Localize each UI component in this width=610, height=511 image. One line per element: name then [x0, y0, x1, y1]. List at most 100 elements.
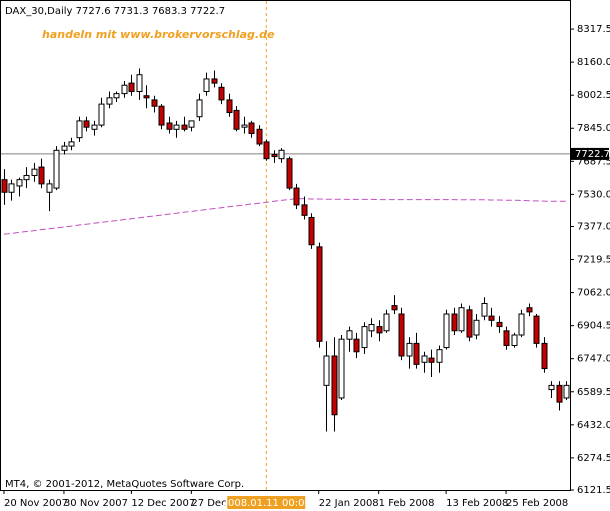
candle-body	[346, 330, 353, 340]
candle-body	[541, 342, 548, 370]
candle-body	[31, 168, 38, 176]
candle-body	[233, 109, 240, 130]
y-tick-label: 7377.0	[577, 221, 610, 232]
candle-body	[286, 158, 293, 189]
candle-body	[91, 124, 98, 130]
candle-body	[263, 141, 270, 160]
candle-body	[451, 313, 458, 332]
candle-body	[158, 105, 165, 126]
candle-body	[383, 313, 390, 332]
crosshair-date-label: 2008.01.11 00:00	[222, 498, 311, 509]
x-tick-label: 30 Nov 2007	[64, 498, 128, 509]
y-tick-label: 7687.5	[577, 156, 610, 167]
candle-body	[38, 166, 45, 185]
candle-body	[436, 349, 443, 363]
x-tick-label: 13 Feb 2008	[446, 498, 508, 509]
y-tick-label: 6274.5	[577, 453, 610, 464]
current-price-label: 7722.7	[575, 149, 610, 160]
x-tick-label: 12 Dec 2007	[131, 498, 195, 509]
candle-body	[98, 103, 105, 126]
candle-body	[488, 315, 495, 321]
candle-body	[218, 86, 225, 101]
candle-body	[76, 120, 83, 139]
candle-body	[443, 313, 450, 349]
candle-body	[143, 95, 150, 99]
candle-body	[526, 307, 533, 313]
candle-body	[226, 99, 233, 114]
candle-body	[511, 334, 518, 346]
candle-body	[53, 149, 60, 189]
candle-body	[496, 321, 503, 328]
y-tick-label: 8160.0	[577, 57, 610, 68]
moving-average	[3, 198, 566, 235]
candle-body	[301, 204, 308, 216]
y-tick-label: 7219.5	[577, 255, 610, 266]
y-tick-label: 6747.0	[577, 354, 610, 365]
candle-body	[458, 307, 465, 332]
candle-body	[556, 384, 563, 403]
y-tick-label: 8317.5	[577, 24, 610, 35]
candle-body	[128, 82, 135, 93]
x-tick-label: 20 Nov 2007	[4, 498, 68, 509]
candle-body	[563, 384, 570, 399]
y-tick-label: 8002.5	[577, 90, 610, 101]
candle-body	[68, 141, 75, 147]
candle-body	[166, 122, 173, 130]
crosshair-date-box	[227, 496, 306, 509]
candle-body	[61, 145, 68, 151]
candle-body	[353, 338, 360, 353]
y-tick-label: 6904.5	[577, 321, 610, 332]
candle-body	[406, 342, 413, 357]
candle-body	[398, 313, 405, 357]
x-tick-label: 1 Feb 2008	[379, 498, 435, 509]
watermark: handeln mit www.brokervorschlag.de	[42, 28, 275, 41]
candle-body	[16, 179, 23, 187]
candle-body	[121, 84, 128, 95]
y-tick-label: 7530.0	[577, 189, 610, 200]
candle-body	[323, 355, 330, 386]
candle-body	[136, 74, 143, 93]
candle-body	[308, 216, 315, 246]
copyright: MT4, © 2001-2012, MetaQuotes Software Co…	[5, 479, 244, 490]
candle-body	[8, 183, 15, 193]
candle-body	[211, 78, 218, 84]
candle-body	[473, 319, 480, 336]
candle-body	[533, 315, 540, 344]
candle-body	[181, 124, 188, 130]
y-tick-label: 7062.0	[577, 288, 610, 299]
candle-body	[241, 124, 248, 128]
current-price-box	[571, 147, 609, 160]
x-tick-label: 25 Feb 2008	[506, 498, 568, 509]
candle-body	[278, 149, 285, 160]
plot-frame	[0, 0, 571, 491]
candle-body	[368, 323, 375, 332]
candle-body	[196, 99, 203, 118]
candle-body	[421, 355, 428, 363]
y-tick-label: 7845.0	[577, 123, 610, 134]
candle-body	[188, 120, 195, 128]
candle-body	[256, 128, 263, 145]
candle-body	[46, 183, 53, 193]
candle-body	[23, 174, 30, 181]
x-tick-label: 22 Jan 2008	[319, 498, 379, 509]
candle-body	[173, 124, 180, 130]
candle-body	[466, 309, 473, 338]
y-tick-label: 6589.5	[577, 387, 610, 398]
candle-body	[248, 122, 255, 134]
candle-body	[428, 357, 435, 363]
candle-body	[518, 313, 525, 336]
candle-body	[331, 355, 338, 416]
candle-body	[338, 338, 345, 399]
candle-body	[548, 384, 555, 391]
y-tick-label: 6432.0	[577, 420, 610, 431]
chart-title: DAX_30,Daily 7727.6 7731.3 7683.3 7722.7	[5, 6, 225, 17]
candle-body	[106, 97, 113, 105]
candle-body	[391, 305, 398, 311]
x-tick-label: 27 Dec 2007	[191, 498, 255, 509]
candle-body	[503, 330, 510, 346]
candle-body	[271, 153, 278, 158]
y-tick-label: 6121.5	[577, 485, 610, 496]
candle-body	[316, 246, 323, 342]
candle-body	[1, 179, 8, 193]
